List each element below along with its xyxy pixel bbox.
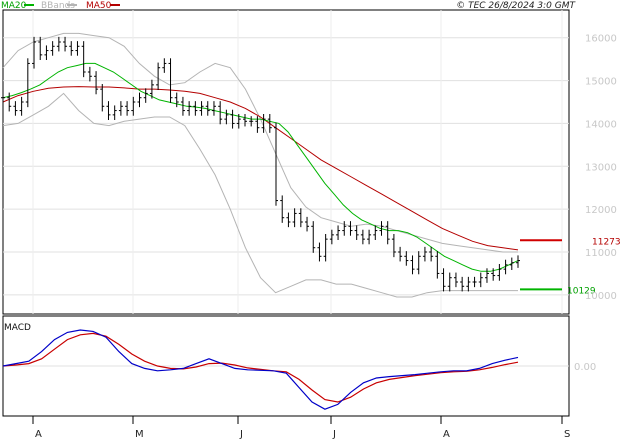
- x-tick-label: J: [332, 429, 336, 440]
- legend-ma20-label: MA20: [1, 1, 27, 11]
- price-y-tick-label: 16000: [585, 34, 617, 45]
- legend-bbands-label: BBands: [41, 1, 75, 11]
- ref-level-lower-label: 10129: [567, 286, 596, 296]
- macd-signal-line: [2, 332, 519, 403]
- legend-ma50-label: MA50: [86, 1, 112, 11]
- x-tick-label: M: [135, 429, 144, 440]
- x-tick-label: S: [564, 429, 570, 440]
- price-y-tick-label: 11000: [585, 248, 617, 259]
- macd-title: MACD: [4, 323, 31, 333]
- x-tick-label: A: [35, 429, 42, 440]
- price-panel-frame: [2, 9, 570, 315]
- timestamp: © TEC 26/8/2024 3:0 GMT: [456, 1, 576, 11]
- ma20-line: [2, 62, 519, 272]
- price-y-tick-label: 12000: [585, 205, 617, 216]
- x-tick-label: J: [239, 429, 243, 440]
- price-y-tick-label: 10000: [585, 291, 617, 302]
- bbands-lower-line: [2, 92, 518, 298]
- price-y-tick-label: 14000: [585, 119, 617, 130]
- macd-line: [2, 329, 519, 410]
- price-grid: [3, 10, 569, 314]
- price-y-tick-label: 15000: [585, 77, 617, 88]
- price-y-tick-label: 13000: [585, 162, 617, 173]
- macd-y-tick-zero: 0.00: [574, 362, 596, 373]
- x-tick-label: A: [443, 429, 450, 440]
- ref-level-upper-label: 11273: [592, 237, 621, 247]
- price-y-ticks: 10000 11000 12000 13000 14000 15000 16000: [585, 34, 617, 302]
- ma50-line: [2, 86, 519, 251]
- price-bars: [1, 36, 520, 292]
